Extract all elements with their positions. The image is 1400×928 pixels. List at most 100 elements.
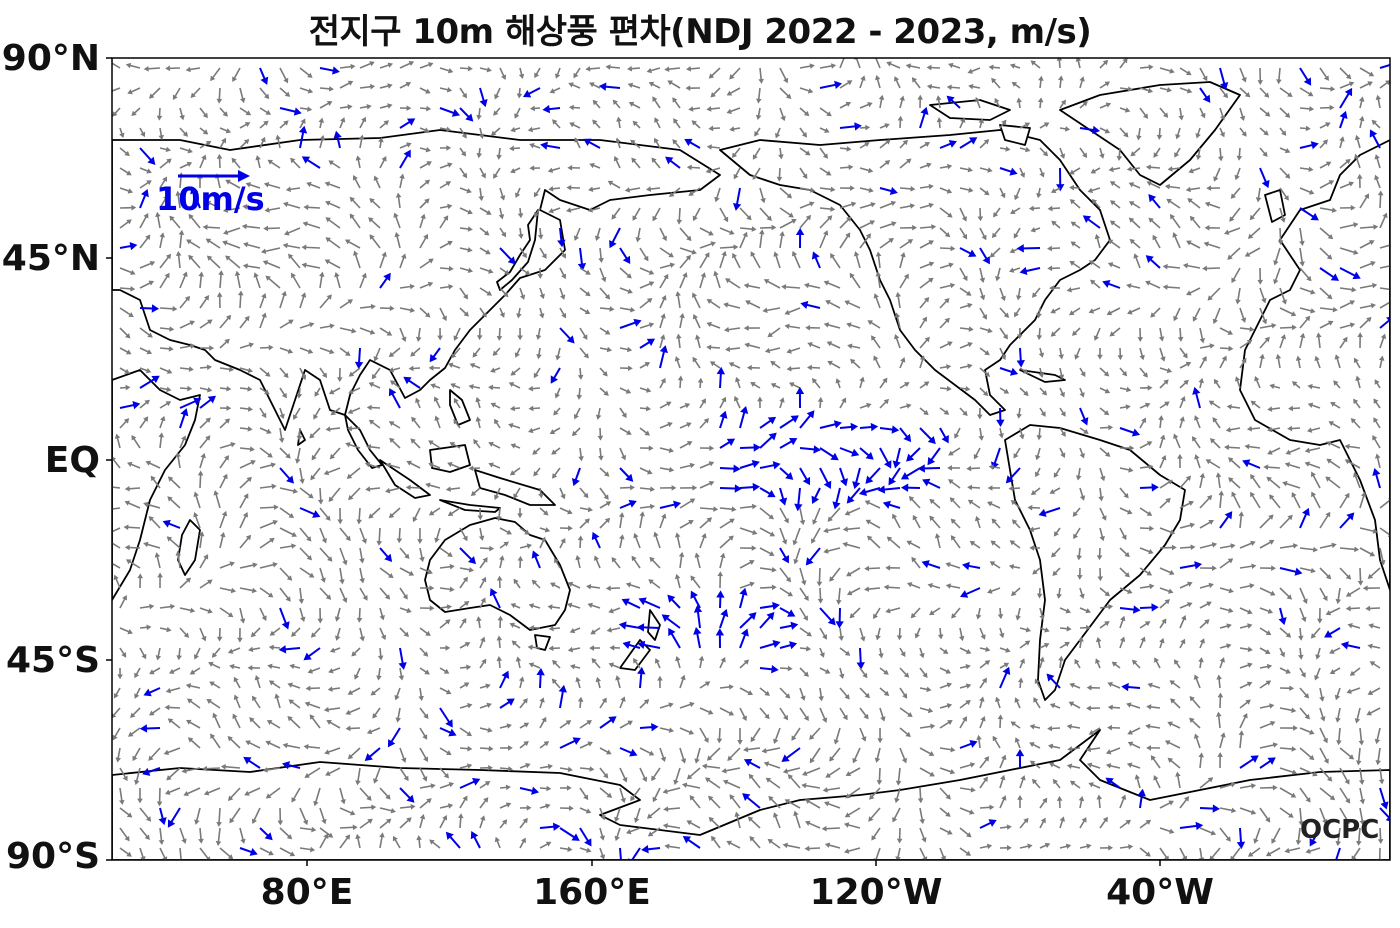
wind-vector-arrowhead: [906, 582, 913, 588]
wind-vector-arrowhead: [134, 779, 140, 786]
wind-vector-arrowhead: [637, 666, 646, 675]
wind-vector-arrowhead: [1230, 543, 1236, 549]
wind-vector-arrowhead: [1378, 355, 1385, 361]
wind-vector-arrowhead: [389, 380, 396, 386]
wind-vector-arrowhead: [750, 382, 756, 387]
wind-vector-arrowhead: [703, 737, 709, 743]
wind-vector-arrowhead: [1225, 836, 1231, 842]
wind-vector-arrowhead: [446, 86, 453, 93]
wind-vector-arrowhead: [1271, 323, 1277, 329]
wind-vector-arrowhead: [1226, 623, 1232, 629]
wind-vector-arrow-icon: [745, 747, 761, 751]
wind-vector-arrowhead: [119, 132, 125, 139]
wind-vector-arrowhead: [688, 190, 694, 196]
wind-vector-arrowhead: [1347, 623, 1353, 629]
wind-vector-arrowhead: [263, 182, 270, 188]
wind-vector-arrowhead: [328, 86, 334, 92]
wind-vector-arrowhead: [720, 657, 726, 663]
wind-vector-arrowhead: [1328, 180, 1335, 186]
wind-vector-arrowhead: [1000, 354, 1007, 361]
wind-vector-arrowhead: [686, 66, 692, 72]
wind-vector-arrowhead: [531, 550, 540, 559]
wind-vector-arrow-icon: [379, 253, 386, 269]
wind-vector-arrowhead: [1226, 643, 1232, 649]
wind-vector-arrowhead: [989, 252, 996, 258]
wind-vector-arrowhead: [627, 288, 633, 294]
wind-vector-arrow-icon: [739, 527, 756, 534]
wind-vector-arrowhead: [387, 62, 394, 68]
wind-vector-arrowhead: [1029, 545, 1035, 551]
wind-vector-arrowhead: [1290, 311, 1297, 317]
wind-vector-arrowhead: [567, 525, 573, 532]
wind-vector-arrow-icon: [1339, 787, 1350, 803]
wind-vector-arrowhead: [633, 532, 639, 539]
wind-vector-arrowhead: [626, 346, 633, 353]
wind-vector-arrowhead: [577, 263, 587, 271]
wind-vector-arrowhead: [291, 631, 297, 637]
wind-vector-arrowhead: [422, 734, 428, 740]
wind-vector-arrowhead: [486, 66, 492, 73]
wind-vector-arrowhead: [539, 313, 545, 319]
wind-vector-arrowhead: [560, 537, 566, 544]
wind-vector-arrowhead: [884, 160, 891, 166]
wind-vector-arrowhead: [1126, 166, 1132, 172]
wind-vector-arrowhead: [403, 775, 409, 782]
wind-vector-arrowhead: [1326, 441, 1332, 447]
wind-vector-arrowhead: [202, 765, 208, 772]
wind-vector-arrowhead: [198, 271, 204, 277]
wind-vector-arrowhead: [1186, 240, 1192, 246]
wind-vector-arrowhead: [757, 396, 763, 402]
wind-vector-arrowhead: [388, 351, 395, 358]
wind-vector-arrowhead: [878, 653, 884, 659]
wind-vector-arrowhead: [1278, 617, 1287, 626]
wind-vector-arrowhead: [368, 217, 374, 223]
wind-vector-arrow-icon: [167, 537, 181, 549]
wind-vector-arrowhead: [201, 635, 207, 642]
wind-vector-arrowhead: [410, 438, 416, 444]
wind-vector-arrowhead: [528, 603, 535, 609]
wind-vector-arrowhead: [577, 696, 584, 702]
wind-vector-arrowhead: [1098, 496, 1104, 502]
wind-vector-arrowhead: [869, 794, 875, 800]
wind-vector-arrow-icon: [1250, 475, 1261, 489]
wind-vector-arrowhead: [690, 575, 696, 581]
wind-vector-arrowhead: [267, 592, 274, 598]
wind-vector-arrowhead: [609, 306, 615, 312]
wind-vector-arrowhead: [966, 290, 972, 296]
wind-vector-arrowhead: [429, 605, 435, 611]
wind-vector-arrowhead: [651, 775, 657, 782]
wind-vector-arrowhead: [908, 496, 915, 502]
wind-vector-arrow-icon: [239, 495, 248, 509]
wind-vector-arrowhead: [475, 396, 481, 403]
wind-vector-arrowhead: [567, 766, 573, 773]
wind-vector-arrowhead: [260, 136, 266, 143]
wind-vector-arrowhead: [1268, 539, 1275, 545]
wind-vector-arrowhead: [351, 651, 357, 657]
wind-vector-arrowhead: [567, 165, 573, 171]
wind-vector-arrowhead: [835, 621, 844, 629]
wind-vector-arrow-icon: [339, 787, 345, 803]
wind-vector-arrowhead: [507, 256, 516, 265]
wind-vector-arrow-icon: [325, 467, 341, 475]
wind-vector-arrowhead: [723, 216, 729, 223]
wind-vector-arrowhead: [514, 192, 521, 199]
wind-vector-arrowhead: [832, 501, 841, 510]
wind-vector-arrowhead: [1299, 261, 1305, 267]
wind-vector-arrowhead: [1022, 368, 1029, 374]
wind-vector-arrowhead: [1006, 824, 1012, 830]
wind-vector-arrow-icon: [112, 527, 121, 533]
wind-vector-arrowhead: [426, 798, 432, 804]
wind-vector-arrowhead: [948, 262, 954, 268]
wind-vector-arrowhead: [464, 642, 471, 647]
wind-vector-arrow-icon: [769, 797, 781, 809]
wind-vector-arrow-icon: [679, 256, 691, 269]
wind-vector-arrowhead: [1282, 481, 1288, 487]
wind-vector-arrowhead: [660, 313, 666, 319]
wind-vector-arrowhead: [834, 80, 843, 90]
wind-vector-arrowhead: [143, 501, 149, 508]
wind-vector-arrowhead: [263, 225, 269, 232]
wind-vector-arrowhead: [313, 414, 319, 420]
wind-vector-arrowhead: [160, 415, 166, 422]
wind-vector-arrowhead: [684, 403, 691, 409]
wind-vector-arrowhead: [244, 790, 250, 796]
